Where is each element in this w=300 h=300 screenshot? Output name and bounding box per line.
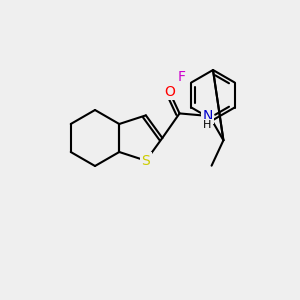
- Text: O: O: [164, 85, 175, 99]
- Text: F: F: [178, 70, 186, 84]
- Text: H: H: [203, 120, 212, 130]
- Text: S: S: [142, 154, 150, 168]
- Text: N: N: [202, 109, 213, 123]
